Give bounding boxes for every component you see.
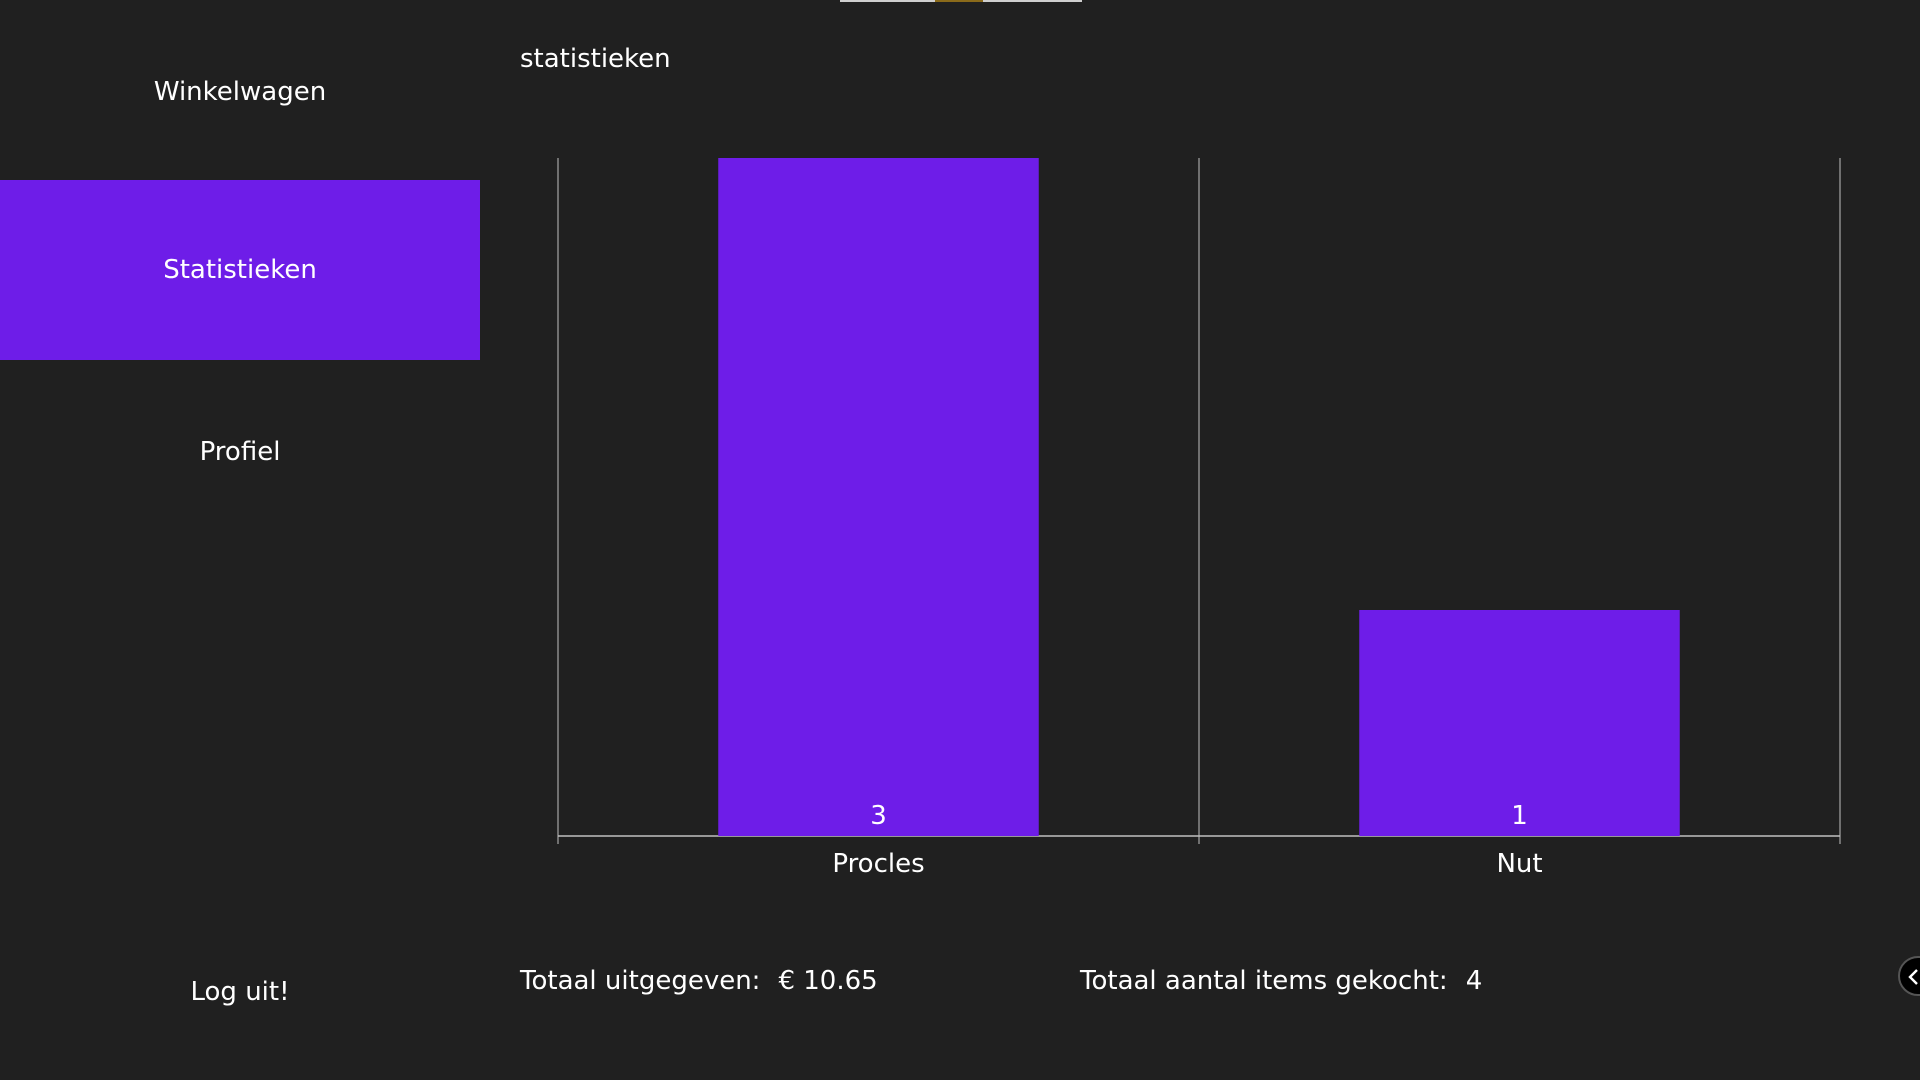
logout-label: Log uit! (190, 977, 290, 1007)
sidebar-item-profiel[interactable]: Profiel (0, 362, 480, 542)
total-items-value: 4 (1465, 966, 1483, 996)
sidebar-item-statistieken[interactable]: Statistieken (0, 180, 480, 360)
total-spent-label: Totaal uitgegeven: (520, 966, 761, 996)
sidebar: Winkelwagen Statistieken Profiel Log uit… (0, 0, 480, 1080)
chart-data-label: 3 (870, 801, 887, 831)
chevron-left-icon (1908, 969, 1918, 985)
sidebar-item-winkelwagen[interactable]: Winkelwagen (0, 2, 480, 182)
logout-button[interactable]: Log uit! (0, 902, 480, 1080)
page-title: statistieken (520, 44, 671, 74)
chart-bar (718, 158, 1039, 836)
sidebar-item-label: Statistieken (163, 255, 317, 285)
top-scroll-indicator-accent (935, 0, 983, 2)
chart-data-label: 1 (1511, 801, 1528, 831)
total-spent-value: € 10.65 (778, 966, 878, 996)
total-items-label: Totaal aantal items gekocht: (1080, 966, 1448, 996)
chart-tick-label: Nut (1496, 849, 1542, 879)
side-panel-toggle[interactable] (1898, 956, 1920, 996)
sidebar-item-label: Profiel (199, 437, 281, 467)
total-spent: Totaal uitgegeven: € 10.65 (520, 966, 878, 996)
sidebar-item-label: Winkelwagen (153, 77, 327, 107)
chart-bar (1359, 610, 1680, 836)
chart-tick-label: Procles (832, 849, 924, 879)
total-items: Totaal aantal items gekocht: 4 (1080, 966, 1482, 996)
top-scroll-indicator (840, 0, 1082, 2)
